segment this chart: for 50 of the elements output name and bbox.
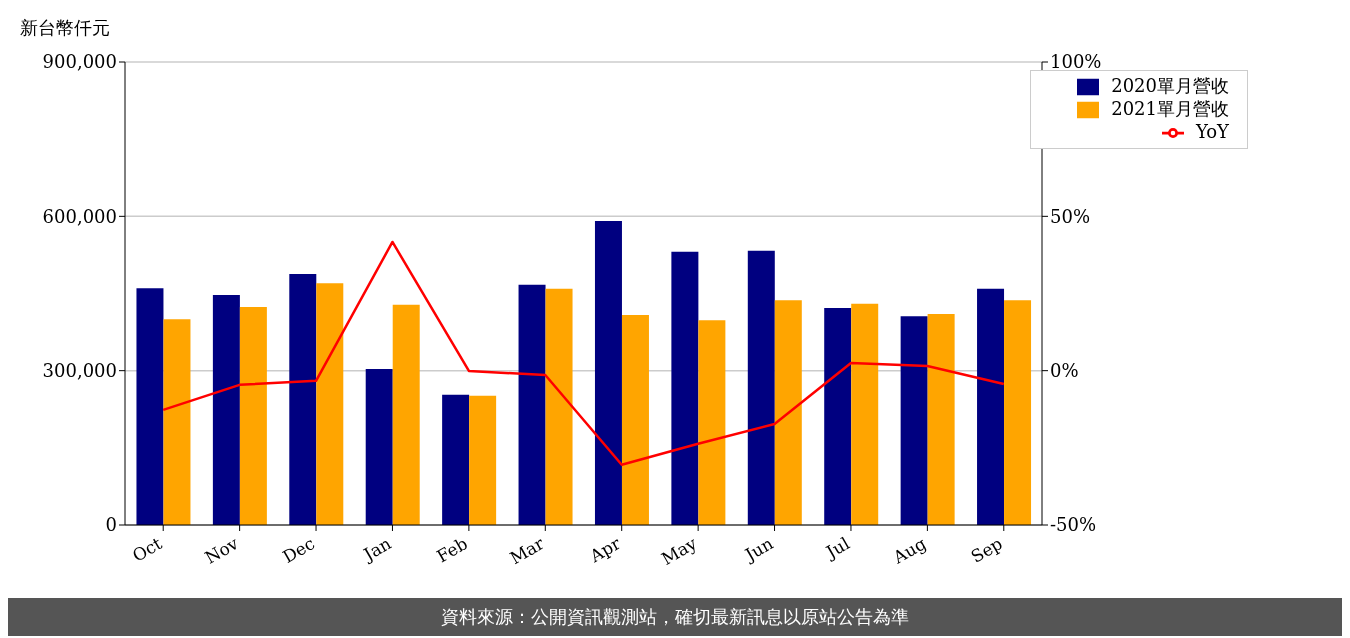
x-tick-label: Aug	[888, 533, 930, 569]
y-axis-title: 新台幣仟元	[20, 16, 110, 40]
y2-tick-label: -50%	[1050, 514, 1097, 536]
bar	[545, 288, 573, 525]
bar	[851, 303, 879, 525]
x-tick-label: Dec	[279, 533, 319, 568]
bar	[824, 307, 852, 525]
source-note: 資料來源：公開資訊觀測站，確切最新訊息以原站公告為準	[8, 598, 1342, 636]
y-tick-label: 0	[105, 514, 117, 536]
x-tick-label: Nov	[201, 532, 242, 568]
legend-label: 2021單月營收	[1111, 98, 1229, 119]
bar	[774, 300, 802, 525]
line-series	[161, 240, 1006, 467]
y2-tick-label: 50%	[1050, 205, 1091, 227]
bar	[518, 284, 546, 525]
y-tick-label: 900,000	[42, 51, 117, 73]
bar	[927, 314, 955, 525]
y2-tick-label: 0%	[1050, 360, 1079, 382]
x-tick-label: Jun	[739, 533, 777, 566]
bar	[392, 304, 420, 525]
bar	[212, 295, 240, 525]
x-tick-label: Jul	[821, 533, 853, 564]
bar	[977, 288, 1005, 525]
x-tick-label: Mar	[506, 532, 549, 569]
bar	[469, 395, 497, 525]
bar	[1004, 300, 1032, 525]
x-tick-label: Sep	[967, 533, 1006, 567]
bar	[671, 251, 699, 525]
y-tick-label: 600,000	[42, 205, 117, 227]
bar	[163, 319, 191, 525]
bar	[747, 250, 775, 525]
legend-label: YoY	[1195, 121, 1229, 142]
bar	[900, 316, 928, 525]
bar	[621, 315, 649, 525]
x-tick-label: Feb	[433, 533, 471, 567]
bar	[136, 288, 164, 525]
legend-label: 2020單月營收	[1111, 75, 1229, 96]
x-tick-label: Apr	[585, 532, 625, 567]
y-tick-label: 300,000	[42, 360, 117, 382]
bar	[442, 394, 470, 525]
x-tick-label: Oct	[128, 533, 166, 566]
x-tick-label: May	[657, 532, 701, 570]
x-tick-label: Jan	[358, 533, 395, 566]
y2-tick-label: 100%	[1050, 51, 1102, 73]
bar	[365, 369, 393, 525]
bar	[289, 273, 317, 525]
bar	[594, 220, 622, 525]
bar	[239, 306, 267, 525]
bar	[316, 283, 344, 525]
bar	[698, 320, 726, 525]
